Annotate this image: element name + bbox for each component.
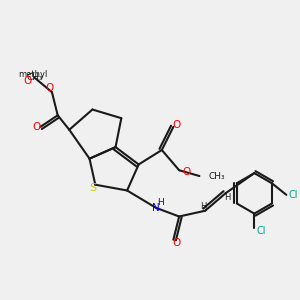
Text: methyl: methyl xyxy=(19,70,48,79)
Text: H: H xyxy=(200,202,207,211)
Text: N: N xyxy=(152,203,160,213)
Text: CH₃: CH₃ xyxy=(208,172,225,181)
Text: O: O xyxy=(23,76,32,85)
Text: O: O xyxy=(32,122,40,132)
Text: Cl: Cl xyxy=(257,226,266,236)
Text: O: O xyxy=(172,120,180,130)
Text: Cl: Cl xyxy=(289,190,298,200)
Text: O: O xyxy=(182,167,190,177)
Text: O: O xyxy=(172,238,180,248)
Text: S: S xyxy=(89,183,96,193)
Text: CH₃: CH₃ xyxy=(26,73,43,82)
Text: O: O xyxy=(45,83,53,93)
Text: H: H xyxy=(157,197,164,206)
Text: H: H xyxy=(224,193,230,202)
